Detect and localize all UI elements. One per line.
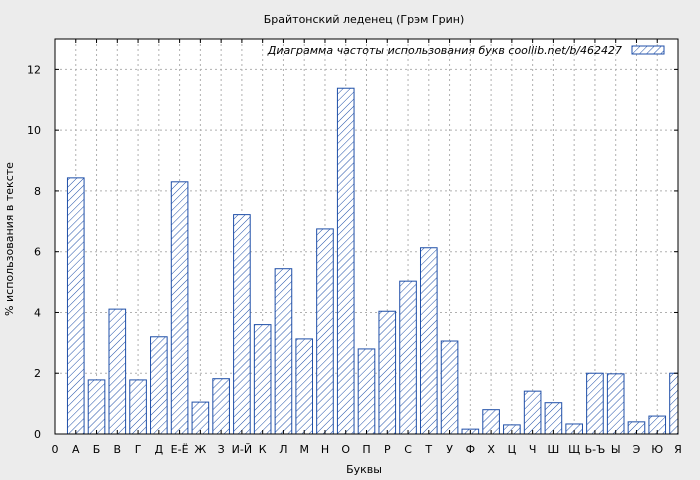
- bar-М: [295, 338, 314, 435]
- bar-Ь-Ъ: [586, 372, 604, 435]
- x-tick-label: Ч: [529, 443, 537, 456]
- bar-И-Й: [233, 214, 251, 435]
- bar-С: [399, 280, 417, 435]
- x-tick-label: Ь-Ъ: [585, 443, 606, 456]
- x-tick-label: Г: [135, 443, 142, 456]
- legend-label: Диаграмма частоты использования букв coo…: [267, 44, 622, 57]
- x-tick-label: Ы: [611, 443, 621, 456]
- x-tick-label: Т: [424, 443, 432, 456]
- y-tick-label: 10: [27, 124, 41, 137]
- bar-Т: [419, 247, 438, 435]
- bar-К: [253, 324, 272, 435]
- bars: [66, 87, 679, 435]
- bar-Ы: [606, 373, 625, 435]
- bar-А: [66, 177, 85, 435]
- y-tick-label: 6: [34, 246, 41, 259]
- x-tick-label: У: [446, 443, 453, 456]
- bar-П: [357, 348, 376, 435]
- bar-Я: [669, 372, 679, 435]
- x-tick-label: П: [362, 443, 370, 456]
- y-tick-label: 0: [34, 428, 41, 441]
- x-tick-label: О: [341, 443, 350, 456]
- x-tick-label: Э: [633, 443, 641, 456]
- legend-swatch: [631, 45, 665, 55]
- x-tick-label: Ц: [508, 443, 517, 456]
- bar-Л: [274, 268, 293, 435]
- y-ticks: 0 2 4 6 8 10 12: [27, 63, 678, 441]
- x-tick-label: Р: [384, 443, 391, 456]
- x-axis-label: Буквы: [346, 463, 382, 476]
- x-tick-label: Н: [321, 443, 329, 456]
- x-tick-label: Д: [155, 443, 164, 456]
- bar-О: [336, 87, 355, 435]
- x-tick-label: Ф: [466, 443, 475, 456]
- bar-З: [212, 378, 230, 435]
- x-tick-label: Е-Ё: [171, 443, 189, 456]
- x-tick-label: М: [299, 443, 309, 456]
- y-tick-label: 8: [34, 185, 41, 198]
- x-tick-label: 0: [52, 443, 59, 456]
- x-tick-label: С: [404, 443, 412, 456]
- x-tick-label: Ш: [548, 443, 560, 456]
- bar-В: [108, 308, 127, 435]
- x-tick-label: И-Й: [232, 443, 252, 456]
- x-tick-label: А: [72, 443, 80, 456]
- y-tick-label: 12: [27, 63, 41, 76]
- bar-Ч: [523, 390, 542, 435]
- y-tick-label: 2: [34, 367, 41, 380]
- x-tick-label: Б: [93, 443, 101, 456]
- x-tick-label: Ж: [194, 443, 206, 456]
- x-tick-label: К: [259, 443, 267, 456]
- bar-Д: [150, 336, 168, 435]
- chart-title: Брайтонский леденец (Грэм Грин): [264, 13, 465, 26]
- bar-Ш: [544, 402, 563, 435]
- x-tick-label: В: [114, 443, 122, 456]
- y-tick-label: 4: [34, 306, 41, 319]
- bar-Ж: [191, 401, 210, 435]
- x-tick-label: Я: [674, 443, 682, 456]
- bar-Г: [129, 379, 147, 435]
- y-axis-label: % использования в тексте: [3, 162, 16, 316]
- x-tick-label: Ю: [651, 443, 663, 456]
- x-tick-label: Щ: [568, 443, 580, 456]
- x-tick-label: Х: [487, 443, 495, 456]
- x-ticks: 0 А Б В Г Д Е-Ё Ж З И-Й К Л М Н О П Р С Т У Ф Х Ц Ч Ш Щ Ь-Ъ Ы Э Ю Я: [52, 39, 682, 456]
- bar-У: [440, 340, 459, 435]
- grid: [55, 39, 678, 434]
- bar-Е-Ё: [170, 181, 189, 435]
- bar-Н: [316, 228, 334, 435]
- legend: Диаграмма частоты использования букв coo…: [267, 44, 665, 57]
- bar-Р: [378, 310, 397, 435]
- x-tick-label: З: [218, 443, 225, 456]
- x-tick-label: Л: [279, 443, 287, 456]
- bar-Б: [87, 379, 106, 435]
